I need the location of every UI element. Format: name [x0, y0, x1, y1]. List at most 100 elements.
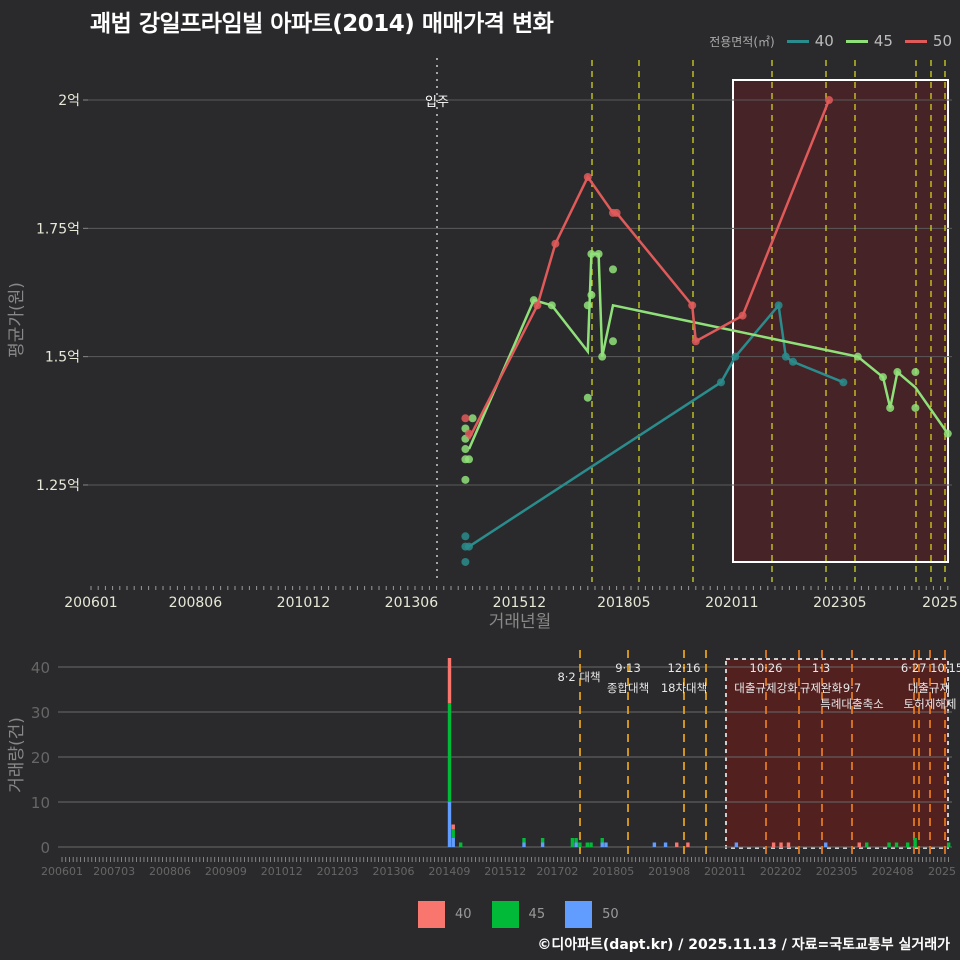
- volume-x-tick-label: 200703: [93, 865, 135, 878]
- legend-swatch-45: [845, 39, 868, 43]
- volume-bar-40: [857, 842, 861, 847]
- x-tick-label: 200601: [64, 595, 117, 611]
- volume-highlight-rect: [725, 658, 949, 849]
- data-point-45: [911, 403, 920, 412]
- data-point-40: [461, 532, 470, 541]
- x-tick-label: 200806: [169, 595, 223, 611]
- volume-bar-50: [652, 842, 657, 847]
- x-tick-label: 2025: [922, 595, 958, 611]
- volume-bar-50: [734, 842, 739, 847]
- data-point-45: [911, 368, 920, 377]
- volume-bar-40: [686, 842, 690, 847]
- volume-bar-45: [447, 703, 452, 802]
- data-point-45: [583, 301, 592, 310]
- legend-bottom-label-45: 45: [528, 907, 546, 922]
- data-point-40: [774, 301, 783, 310]
- data-point-45: [587, 291, 596, 300]
- data-point-50: [533, 301, 542, 310]
- data-point-45: [886, 403, 895, 412]
- volume-bar-50: [540, 842, 545, 847]
- data-point-50: [688, 301, 697, 310]
- volume-bar-50: [604, 842, 608, 847]
- data-point-45: [853, 352, 862, 361]
- data-point-45: [609, 265, 617, 274]
- data-point-50: [691, 337, 700, 346]
- legend-square-50: [565, 901, 593, 928]
- data-point-50: [612, 208, 621, 217]
- volume-y-tick-label: 30: [31, 704, 50, 722]
- data-point-45: [461, 445, 470, 454]
- y-tick-label: 1.25억: [36, 478, 80, 494]
- volume-y-tick-label: 40: [31, 659, 50, 677]
- volume-bar-50: [663, 842, 668, 847]
- data-point-45: [943, 429, 952, 438]
- legend-square-45: [491, 901, 519, 928]
- volume-y-tick-label: 10: [31, 794, 50, 812]
- legend-label-50: 50: [932, 32, 952, 50]
- volume-bar-40: [451, 824, 455, 829]
- volume-x-tick-label: 201306: [373, 865, 415, 878]
- volume-bar-40: [447, 658, 452, 703]
- data-point-45: [468, 414, 477, 423]
- data-point-50: [738, 311, 747, 320]
- volume-bar-50: [824, 842, 828, 847]
- volume-bar-chart: 0 10 20 30 40 거래량(건) 200601 200703 200806 200909 2…: [7, 650, 960, 878]
- y-axis-title: 평균가(원): [7, 282, 27, 358]
- data-point-40: [789, 357, 797, 366]
- series-line-45: [467, 252, 949, 450]
- volume-bar-45: [887, 842, 891, 847]
- source-credit: ©디아파트(dapt.kr) / 2025.11.13 / 자료=국토교통부 실…: [537, 937, 950, 953]
- data-point-45: [461, 475, 470, 484]
- volume-x-tick-label: 202011: [704, 865, 746, 878]
- policy-annotation: 10·26: [750, 661, 783, 675]
- volume-bar-45: [522, 838, 526, 843]
- volume-bar-45: [540, 838, 545, 843]
- volume-x-tick-label: 201805: [592, 865, 634, 878]
- y-tick-label: 1.5억: [45, 350, 80, 366]
- data-point-45: [587, 249, 596, 258]
- volume-x-tick-label: 200601: [41, 865, 83, 878]
- volume-x-tick-label: 201908: [648, 865, 690, 878]
- volume-y-tick-label: 20: [31, 749, 50, 767]
- x-axis-title: 거래년월: [489, 612, 552, 632]
- data-point-50: [583, 172, 592, 181]
- volume-x-tick-label: 200806: [149, 865, 191, 878]
- legend-bottom-label-50: 50: [602, 907, 619, 922]
- x-tick-label: 201805: [597, 595, 650, 611]
- legend-label-40: 40: [814, 32, 834, 50]
- volume-bar-45: [451, 829, 455, 838]
- move-in-label: 입주: [425, 95, 449, 110]
- x-tick-label: 201512: [493, 595, 546, 611]
- chart-title: 괘법 강일프라임빌 아파트(2014) 매매가격 변화: [90, 11, 554, 37]
- volume-y-tick-label: 0: [40, 839, 50, 857]
- policy-annotation: 토허제해제: [904, 697, 957, 711]
- x-tick-label: 202305: [813, 595, 866, 611]
- data-point-45: [465, 455, 473, 464]
- data-point-45: [893, 368, 902, 377]
- data-point-45: [879, 373, 887, 382]
- legend-item-50: 50: [904, 32, 952, 50]
- data-point-40: [781, 352, 790, 361]
- legend-top: 전용면적(㎡) 40 45 50: [709, 32, 952, 50]
- data-point-50: [465, 429, 473, 438]
- policy-annotation: 1·3: [812, 661, 830, 675]
- volume-x-tick-label: 202305: [816, 865, 858, 878]
- legend-title: 전용면적(㎡): [709, 34, 775, 49]
- policy-annotation: 특례대출축소: [820, 697, 883, 711]
- legend-bottom-label-40: 40: [455, 907, 472, 922]
- volume-x-tick-label: 201409: [428, 865, 470, 878]
- legend-item-40: 40: [786, 32, 834, 50]
- data-point-40: [717, 378, 725, 387]
- policy-annotation: 9·13: [615, 661, 641, 675]
- data-point-40: [839, 378, 848, 387]
- policy-annotation: 8·2 대책: [557, 670, 600, 684]
- volume-bar-45: [574, 838, 578, 843]
- legend-swatch-50: [904, 39, 927, 43]
- volume-bar-45: [458, 842, 463, 847]
- legend-label-45: 45: [873, 32, 893, 50]
- volume-bar-50: [600, 842, 604, 847]
- volume-x-tick-label: 201702: [536, 865, 578, 878]
- volume-bar-45: [913, 838, 917, 847]
- policy-annotation: 대출규제강화: [734, 681, 798, 695]
- volume-bar-45: [589, 842, 593, 847]
